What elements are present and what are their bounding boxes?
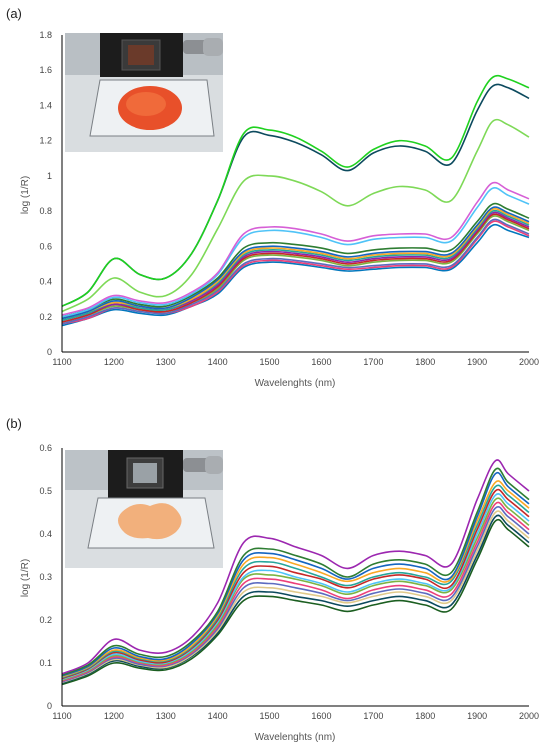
series-line-a xyxy=(61,118,530,313)
series-line-a xyxy=(61,181,530,316)
series-line-a xyxy=(61,206,530,320)
x-tick-label-a: 1600 xyxy=(311,357,331,367)
series-layer-a xyxy=(61,74,530,327)
x-tick-label-b: 1100 xyxy=(52,711,71,721)
y-tick-label-a: 0 xyxy=(47,347,52,357)
series-line-b xyxy=(61,514,530,684)
series-line-a xyxy=(61,213,530,323)
panel-label-a: (a) xyxy=(6,6,22,21)
panel-label-b: (b) xyxy=(6,416,22,431)
y-tick-label-b: 0.5 xyxy=(39,486,52,496)
ticks-layer-a: 1100 1200 1300 1400 1500 1600 1700 1800 1900 2000… xyxy=(39,30,539,367)
y-tick-label-b: 0.3 xyxy=(39,572,52,582)
y-tick-label-a: 1.6 xyxy=(39,65,52,75)
x-tick-label-b: 1800 xyxy=(415,711,435,721)
series-layer-b xyxy=(61,459,530,686)
ticks-layer-b: 1100 1200 1300 1400 1500 1600 1700 1800 1900 2000… xyxy=(39,443,539,721)
series-line-a xyxy=(61,74,530,307)
x-tick-label-a: 1300 xyxy=(156,357,176,367)
y-tick-label-b: 0.1 xyxy=(39,658,52,668)
y-tick-label-b: 0.4 xyxy=(39,529,52,539)
y-tick-label-a: 0.8 xyxy=(39,206,52,216)
series-line-a xyxy=(61,187,530,318)
x-tick-label-b: 1500 xyxy=(260,711,280,721)
y-tick-label-a: 0.6 xyxy=(39,241,52,251)
x-axis-title-b: Wavelenghts (nm) xyxy=(255,732,336,743)
x-tick-label-a: 1500 xyxy=(260,357,280,367)
x-tick-label-a: 1400 xyxy=(208,357,228,367)
y-tick-label-a: 1.4 xyxy=(39,100,52,110)
x-tick-label-b: 2000 xyxy=(519,711,539,721)
x-tick-label-a: 1100 xyxy=(52,357,71,367)
y-tick-label-b: 0.2 xyxy=(39,615,52,625)
series-line-b xyxy=(61,488,530,680)
series-line-b xyxy=(61,471,530,677)
y-tick-label-a: 1.2 xyxy=(39,136,52,146)
series-line-a xyxy=(61,209,530,322)
chart-a: (a) log (1/R) Wavelenghts (nm) 1100 1200 1… xyxy=(6,6,539,389)
y-tick-label-a: 0.2 xyxy=(39,312,52,322)
inset-photo-b xyxy=(65,450,223,568)
series-line-b xyxy=(61,467,530,676)
x-tick-label-a: 1200 xyxy=(104,357,124,367)
inset-photo-a xyxy=(65,33,223,152)
chart-b: (b) log (1/R) Wavelenghts (nm) 1100 1200 1… xyxy=(6,416,539,743)
y-tick-label-a: 1 xyxy=(47,171,52,181)
y-tick-label-a: 0.4 xyxy=(39,277,52,287)
series-line-b xyxy=(61,518,530,686)
y-tick-label-a: 1.8 xyxy=(39,30,52,40)
sample-powder xyxy=(118,503,182,540)
y-axis-title-b: log (1/R) xyxy=(20,559,31,597)
x-tick-label-b: 1400 xyxy=(208,711,228,721)
x-tick-label-b: 1200 xyxy=(104,711,124,721)
x-tick-label-a: 1700 xyxy=(363,357,383,367)
x-tick-label-a: 1900 xyxy=(467,357,487,367)
x-tick-label-a: 1800 xyxy=(415,357,435,367)
series-line-b xyxy=(61,484,530,679)
series-line-a xyxy=(61,202,530,318)
series-line-b xyxy=(61,480,530,678)
series-line-b xyxy=(61,459,530,675)
x-tick-label-a: 2000 xyxy=(519,357,539,367)
y-tick-label-b: 0 xyxy=(47,701,52,711)
series-line-b xyxy=(61,506,530,683)
series-line-b xyxy=(61,493,530,681)
x-tick-label-b: 1700 xyxy=(363,711,383,721)
series-line-a xyxy=(61,223,530,327)
series-line-b xyxy=(61,510,530,684)
series-line-a xyxy=(61,218,530,325)
x-tick-label-b: 1900 xyxy=(467,711,487,721)
x-tick-label-b: 1300 xyxy=(156,711,176,721)
x-axis-title-a: Wavelenghts (nm) xyxy=(255,378,336,389)
series-line-b xyxy=(61,501,530,682)
y-tick-label-b: 0.6 xyxy=(39,443,52,453)
y-axis-title-a: log (1/R) xyxy=(20,176,31,214)
x-tick-label-b: 1600 xyxy=(311,711,331,721)
